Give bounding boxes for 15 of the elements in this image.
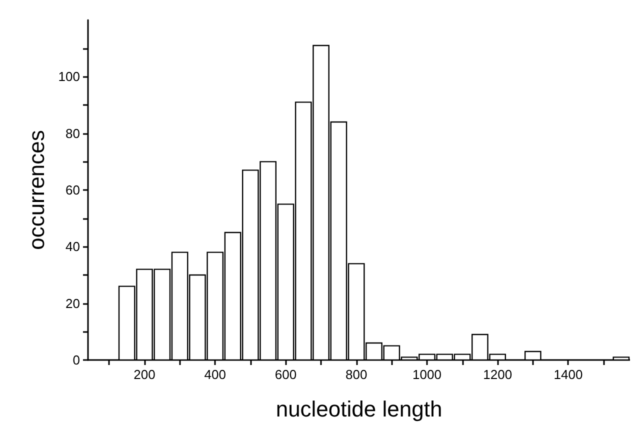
y-tick-label: 20: [66, 296, 80, 311]
x-tick-label: 600: [274, 367, 297, 382]
y-tick-label: 0: [72, 352, 80, 368]
y-tick-label: 100: [58, 69, 80, 84]
x-tick-label: 400: [204, 367, 226, 382]
x-tick-label: 1200: [483, 367, 512, 382]
y-tick-label: 60: [66, 182, 80, 198]
x-tick-label: 1000: [412, 367, 442, 382]
x-tick-label: 1400: [554, 367, 583, 382]
y-tick-label: 40: [66, 239, 80, 254]
y-axis-title: occurrences: [24, 130, 49, 250]
x-tick-label: 800: [346, 367, 368, 382]
x-tick-label: 200: [134, 367, 156, 382]
y-tick-label: 80: [66, 126, 80, 141]
x-axis-title: nucleotide length: [276, 396, 442, 422]
